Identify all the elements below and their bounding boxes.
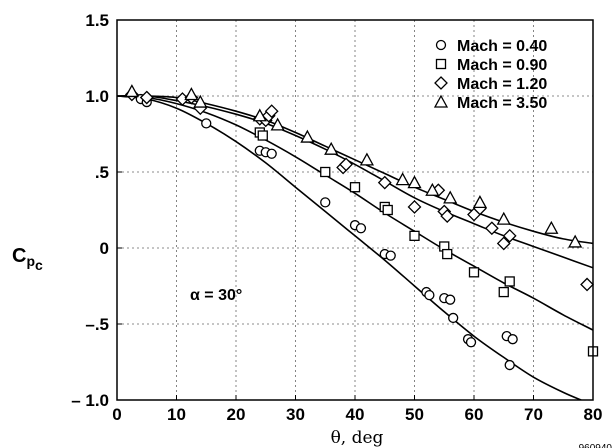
figure-id: 960940 — [579, 443, 613, 448]
diamond-point-10 — [339, 157, 353, 172]
circle-point-20 — [504, 359, 515, 371]
diamond-point-12 — [407, 200, 422, 214]
square-point-3 — [349, 182, 361, 193]
square-point-11 — [504, 276, 515, 287]
x-tick-label-8: 80 — [584, 405, 603, 424]
diamond-point-15 — [440, 209, 455, 223]
triangle-point-9 — [407, 175, 422, 189]
x-tick-label-2: 20 — [227, 405, 246, 424]
y-axis-label-sub2: c — [35, 257, 43, 273]
circle-point-17 — [465, 337, 477, 348]
y-axis-label-main: C — [12, 245, 26, 267]
circle-point-8 — [355, 223, 367, 234]
square-point-6 — [409, 230, 420, 241]
triangle-point-13 — [496, 211, 511, 225]
diamond-point-11 — [377, 175, 392, 190]
triangle-point-3 — [252, 108, 267, 122]
y-tick-labels: – 1.0 –.5 0 .5 1.0 1.5 — [71, 11, 122, 410]
x-tick-label-5: 50 — [405, 405, 424, 424]
legend-label-triangle: Mach = 3.50 — [457, 95, 547, 112]
legend-diamond-symbol — [434, 76, 448, 90]
legend-triangle-symbol — [433, 94, 449, 108]
circle-point-2 — [201, 118, 212, 129]
triangle-point-10 — [425, 182, 440, 196]
circle-point-10 — [385, 250, 396, 261]
triangle-point-6 — [324, 141, 339, 155]
x-tick-label-7: 70 — [524, 405, 543, 424]
y-tick-label-5: 1.5 — [85, 11, 109, 30]
x-tick-labels: 0 10 20 30 40 50 60 70 80 — [112, 395, 602, 424]
triangle-point-11 — [443, 190, 458, 204]
y-tick-label-4: 1.0 — [85, 87, 109, 106]
diamond-point-18 — [484, 221, 499, 236]
circle-point-12 — [424, 289, 435, 301]
square-point-5 — [382, 204, 393, 216]
diamond-point-19 — [496, 236, 511, 251]
diamond-point-20 — [502, 228, 517, 243]
circle-point-14 — [445, 294, 456, 305]
circle-point-19 — [507, 334, 518, 345]
x-tick-label-3: 30 — [286, 405, 305, 424]
y-tick-label-2: 0 — [100, 239, 109, 258]
diamond-point-8 — [264, 104, 279, 119]
triangle-point-12 — [472, 195, 488, 209]
legend-circle-symbol — [435, 39, 447, 51]
square-point-2 — [320, 166, 331, 178]
grid — [117, 20, 593, 400]
circle-point-5 — [266, 148, 277, 159]
x-tick-label-0: 0 — [112, 405, 121, 424]
x-tick-label-6: 60 — [465, 405, 484, 424]
x-tick-label-1: 10 — [167, 405, 186, 424]
triangle-point-8 — [395, 172, 410, 186]
triangle-point-2 — [193, 94, 208, 108]
diamond-point-1 — [139, 90, 154, 105]
alpha-annotation: α = 30° — [190, 287, 242, 304]
diamond-point-21 — [580, 277, 594, 292]
circle-point-6 — [320, 197, 331, 208]
triangle-point-15 — [568, 234, 583, 248]
legend-label-diamond: Mach = 1.20 — [457, 76, 547, 93]
legend-label-circle: Mach = 0.40 — [457, 38, 547, 55]
x-axis-label: θ, deg — [331, 428, 384, 448]
triangle-point-14 — [544, 220, 559, 234]
triangle-point-0 — [124, 84, 139, 98]
y-axis-label: Cpc — [12, 245, 43, 273]
circle-point-15 — [448, 312, 459, 324]
legend-label-square: Mach = 0.90 — [457, 57, 547, 74]
square-point-8 — [442, 248, 453, 260]
y-axis-label-sub1: p — [26, 253, 35, 269]
triangle-point-5 — [300, 129, 315, 143]
square-point-9 — [468, 267, 480, 278]
y-tick-label-0: – 1.0 — [71, 391, 109, 410]
y-tick-label-1: –.5 — [85, 315, 109, 334]
legend-square-symbol — [435, 58, 447, 70]
square-point-1 — [257, 130, 268, 141]
triangle-point-7 — [359, 152, 374, 166]
fit-curve-circle — [117, 95, 582, 400]
y-tick-label-3: .5 — [95, 163, 109, 182]
data-markers — [124, 84, 599, 371]
triangle-point-1 — [184, 87, 199, 101]
legend: Mach = 0.40 Mach = 0.90 Mach = 1.20 Mach = … — [433, 38, 547, 112]
x-tick-label-4: 40 — [346, 405, 365, 424]
square-point-10 — [498, 286, 509, 298]
triangle-point-4 — [270, 117, 285, 131]
